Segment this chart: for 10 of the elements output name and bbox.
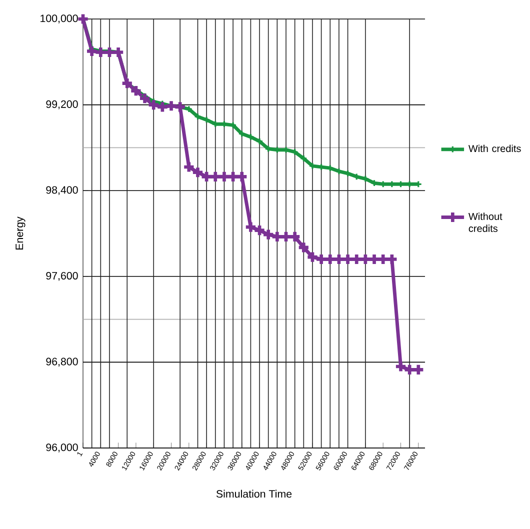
y-tick-label: 98,400 — [46, 186, 78, 195]
y-tick-label: 99,200 — [46, 100, 78, 110]
y-tick-label: 97,600 — [46, 272, 78, 281]
y-tick-label: 96,000 — [46, 444, 78, 452]
legend-label: Without credits — [468, 212, 502, 232]
legend-label: With credits — [468, 144, 521, 152]
x-axis-title: Simulation Time — [216, 490, 292, 498]
y-tick-label: 100,000 — [40, 14, 78, 24]
y-tick-label: 96,800 — [46, 358, 78, 367]
y-axis-title: Energy — [16, 216, 26, 250]
